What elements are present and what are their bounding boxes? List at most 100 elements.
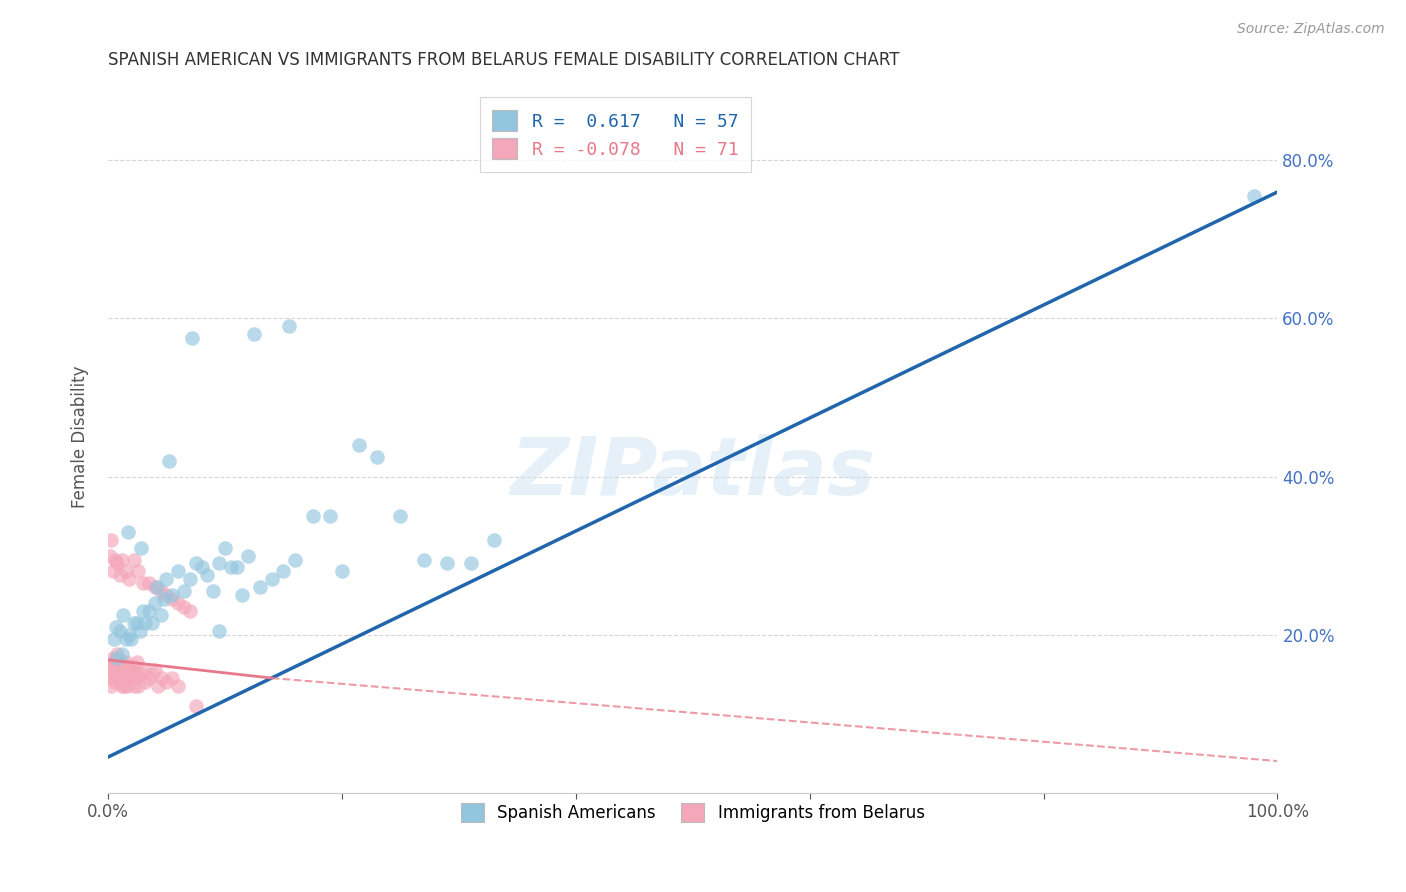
- Point: [105, 648, 128, 662]
- Point: [127, 565, 149, 579]
- Point: [110, 671, 132, 685]
- Point: [103, 655, 125, 669]
- Point: [134, 615, 156, 630]
- Point: [107, 671, 129, 685]
- Point: [125, 671, 148, 685]
- Point: [219, 560, 242, 574]
- Point: [301, 509, 323, 524]
- Point: [148, 679, 170, 693]
- Point: [112, 671, 135, 685]
- Point: [111, 648, 134, 662]
- Point: [107, 655, 129, 669]
- Point: [284, 552, 307, 566]
- Point: [124, 667, 146, 681]
- Point: [115, 663, 138, 677]
- Point: [120, 663, 142, 677]
- Point: [184, 557, 207, 571]
- Point: [143, 580, 166, 594]
- Point: [167, 565, 190, 579]
- Point: [120, 671, 142, 685]
- Point: [1243, 189, 1265, 203]
- Point: [122, 679, 145, 693]
- Point: [132, 604, 155, 618]
- Point: [112, 679, 135, 693]
- Point: [132, 576, 155, 591]
- Point: [108, 568, 131, 582]
- Point: [208, 624, 231, 638]
- Point: [482, 533, 505, 547]
- Point: [105, 557, 128, 571]
- Point: [104, 663, 127, 677]
- Point: [249, 580, 271, 594]
- Point: [100, 659, 122, 673]
- Point: [179, 572, 201, 586]
- Point: [118, 627, 141, 641]
- Point: [111, 663, 134, 677]
- Point: [105, 655, 128, 669]
- Point: [149, 584, 172, 599]
- Point: [167, 596, 190, 610]
- Point: [111, 552, 134, 566]
- Text: ZIPatlas: ZIPatlas: [510, 434, 875, 512]
- Point: [111, 679, 134, 693]
- Point: [112, 663, 135, 677]
- Point: [181, 331, 204, 345]
- Point: [214, 541, 236, 555]
- Point: [278, 319, 301, 334]
- Point: [149, 607, 172, 622]
- Point: [120, 632, 142, 646]
- Point: [389, 509, 412, 524]
- Point: [260, 572, 283, 586]
- Point: [108, 624, 131, 638]
- Point: [157, 453, 180, 467]
- Text: Source: ZipAtlas.com: Source: ZipAtlas.com: [1237, 22, 1385, 37]
- Point: [103, 632, 125, 646]
- Point: [138, 604, 160, 618]
- Point: [141, 615, 163, 630]
- Point: [129, 541, 152, 555]
- Point: [412, 552, 434, 566]
- Point: [112, 607, 135, 622]
- Point: [273, 565, 295, 579]
- Point: [100, 679, 122, 693]
- Point: [104, 675, 127, 690]
- Point: [118, 572, 141, 586]
- Point: [238, 549, 260, 563]
- Point: [101, 651, 124, 665]
- Point: [108, 663, 131, 677]
- Text: SPANISH AMERICAN VS IMMIGRANTS FROM BELARUS FEMALE DISABILITY CORRELATION CHART: SPANISH AMERICAN VS IMMIGRANTS FROM BELA…: [108, 51, 900, 69]
- Point: [460, 557, 482, 571]
- Point: [134, 675, 156, 690]
- Point: [98, 663, 121, 677]
- Point: [138, 576, 160, 591]
- Point: [114, 671, 136, 685]
- Point: [110, 659, 132, 673]
- Point: [436, 557, 458, 571]
- Point: [114, 655, 136, 669]
- Point: [349, 438, 371, 452]
- Point: [114, 565, 136, 579]
- Point: [143, 663, 166, 677]
- Point: [114, 632, 136, 646]
- Point: [167, 679, 190, 693]
- Point: [162, 671, 184, 685]
- Point: [129, 667, 152, 681]
- Point: [101, 671, 124, 685]
- Point: [115, 679, 138, 693]
- Point: [173, 599, 195, 614]
- Point: [127, 679, 149, 693]
- Point: [105, 651, 128, 665]
- Point: [153, 592, 176, 607]
- Point: [197, 568, 219, 582]
- Point: [100, 533, 122, 547]
- Point: [319, 509, 342, 524]
- Point: [112, 659, 135, 673]
- Point: [98, 549, 121, 563]
- Point: [105, 671, 128, 685]
- Point: [162, 588, 184, 602]
- Point: [105, 663, 128, 677]
- Point: [150, 671, 173, 685]
- Point: [179, 604, 201, 618]
- Point: [146, 580, 169, 594]
- Point: [138, 671, 160, 685]
